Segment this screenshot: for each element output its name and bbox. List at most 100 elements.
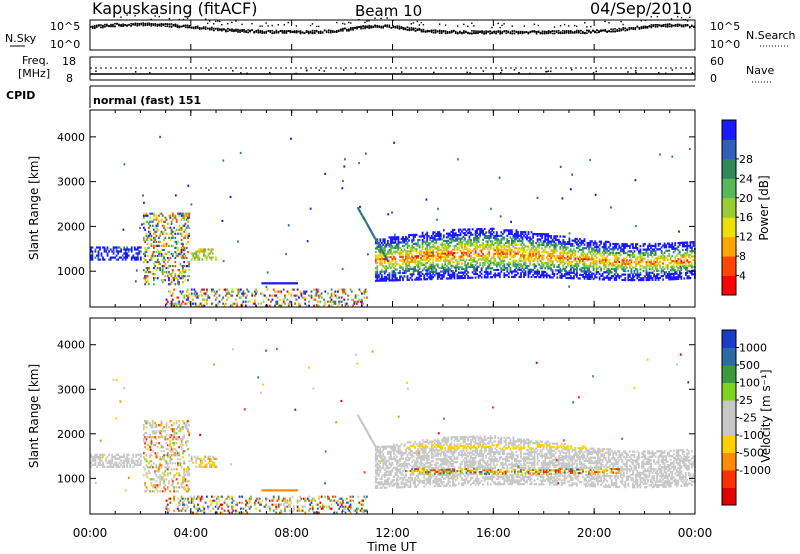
power-cell [476,228,478,231]
power-cell [511,243,513,246]
power-cell [621,266,624,269]
power-cell [265,285,268,288]
power-cell [194,290,197,293]
power-cell [621,244,624,247]
power-cell [108,258,110,261]
power-cell [523,231,525,234]
power-cell [500,268,503,271]
power-cell [394,259,397,262]
power-cell [399,277,401,280]
power-cell [376,268,379,272]
power-cell [659,260,661,263]
nsky-point [102,25,104,27]
power-cell [379,277,382,280]
power-cell [118,250,121,253]
power-cell [347,298,349,301]
power-cell [458,230,460,233]
power-cell [156,244,159,247]
power-cell [423,263,426,267]
power-cell [542,258,545,261]
power-cell [449,259,451,262]
power-cell [423,251,426,254]
power-cell [179,263,182,266]
power-cell [568,269,571,272]
nsky-point [146,22,149,25]
power-cell [489,261,492,264]
power-cell [514,259,516,262]
power-cell [417,255,419,258]
power-cell [511,249,513,252]
power-cell [471,242,474,245]
power-cell [600,253,602,256]
power-cell [435,238,438,241]
power-cell [565,257,568,260]
power-cell [436,258,439,261]
power-cell [583,252,586,255]
power-cell [595,263,598,266]
power-cell [483,274,486,277]
power-cell [607,260,610,263]
nsky-point [313,31,316,34]
power-cell [436,245,439,248]
power-cell [212,252,214,255]
power-cell [145,277,148,280]
power-cell [411,273,413,276]
power-cell [508,275,510,278]
power-cell [338,296,341,299]
power-cell [520,254,522,257]
power-cell [686,250,689,253]
nsky-point [485,32,487,34]
power-cell [612,253,615,256]
power-cell [421,269,424,272]
power-cell [585,257,587,261]
power-cell [579,255,581,259]
power-cell [506,268,509,271]
power-cell [515,231,518,234]
power-cell [161,265,164,268]
power-cell [447,239,450,242]
power-cell [579,241,581,244]
power-cell [467,274,469,278]
power-cell [402,261,404,264]
power-cell [585,270,587,273]
power-cell [105,250,107,253]
nsky-point [689,16,691,18]
power-cell [591,251,593,254]
power-cell [657,255,660,258]
power-cell [598,272,601,275]
power-cell [417,265,419,269]
power-cell [512,250,515,253]
power-cell [441,250,444,253]
nsky-point [237,28,239,31]
power-cell [636,268,639,271]
power-cell [155,234,158,237]
power-cell [647,244,649,248]
power-cell [585,266,587,270]
power-cell [444,256,447,259]
power-cell [550,256,553,259]
power-cell [508,272,510,275]
power-cell [179,228,182,231]
power-cell [512,254,515,257]
power-cell [452,237,454,240]
nsky-point [412,22,415,24]
power-cell [660,255,663,258]
power-cell [556,244,559,247]
power-cell [601,272,604,276]
power-cell [402,241,404,244]
power-cell [450,277,453,280]
power-cell [589,240,592,243]
power-cell [146,246,149,249]
power-cell [604,246,607,249]
power-cell [563,241,566,244]
power-cell [432,252,435,255]
power-cell [180,232,183,235]
power-cell [414,267,416,270]
power-cell [166,226,169,229]
power-cell [576,261,578,264]
power-cell [491,276,494,279]
power-cell [462,257,465,260]
power-cell [573,264,575,267]
nsky-point [358,26,360,29]
power-cell [594,193,597,196]
